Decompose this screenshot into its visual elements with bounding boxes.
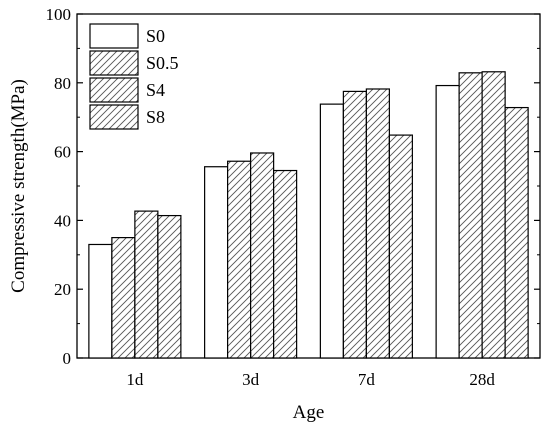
bar-S8-28d bbox=[504, 106, 529, 359]
y-tick-label: 0 bbox=[63, 349, 72, 368]
y-axis: 0 20 40 60 80 100 bbox=[46, 5, 540, 368]
legend-swatch-S0.5 bbox=[89, 50, 139, 76]
legend-label-S0.5: S0.5 bbox=[146, 53, 179, 73]
legend-swatch-S0 bbox=[89, 23, 139, 49]
x-axis-title: Age bbox=[293, 402, 325, 423]
x-axis: 1d 3d 7d 28d bbox=[126, 352, 495, 389]
legend: S0 S0.5 S4 S8 bbox=[89, 23, 179, 130]
bar-S0-7d bbox=[319, 103, 344, 359]
bar-S0-28d bbox=[435, 84, 460, 359]
legend-label-S4: S4 bbox=[146, 80, 165, 100]
y-tick-label: 60 bbox=[54, 143, 71, 162]
bar-S8-3d bbox=[273, 169, 298, 359]
bars-group bbox=[88, 71, 529, 359]
x-tick-label: 7d bbox=[358, 370, 376, 389]
bar-S4-3d bbox=[250, 152, 275, 359]
bar-S0.5-28d bbox=[458, 72, 483, 359]
y-tick-label: 40 bbox=[54, 211, 71, 230]
x-tick-label: 3d bbox=[242, 370, 260, 389]
y-tick-label: 20 bbox=[54, 280, 71, 299]
bar-S8-1d bbox=[157, 214, 182, 359]
y-axis-title: Compressive strength(MPa) bbox=[8, 79, 29, 293]
bar-S0.5-7d bbox=[342, 90, 367, 359]
bar-S0.5-1d bbox=[111, 237, 136, 359]
y-tick-label: 100 bbox=[46, 5, 72, 24]
bar-S0-1d bbox=[88, 243, 113, 359]
bar-S4-7d bbox=[365, 88, 390, 359]
bar-S0-3d bbox=[204, 166, 229, 359]
bar-S4-1d bbox=[134, 210, 159, 359]
x-tick-label: 1d bbox=[126, 370, 144, 389]
legend-swatch-S4 bbox=[89, 77, 139, 103]
legend-label-S8: S8 bbox=[146, 107, 165, 127]
legend-label-S0: S0 bbox=[146, 26, 165, 46]
x-tick-label: 28d bbox=[469, 370, 495, 389]
y-tick-label: 80 bbox=[54, 74, 71, 93]
bar-S0.5-3d bbox=[227, 160, 252, 359]
legend-swatch-S8 bbox=[89, 104, 139, 130]
bar-S8-7d bbox=[388, 134, 413, 359]
bar-S4-28d bbox=[481, 71, 506, 359]
